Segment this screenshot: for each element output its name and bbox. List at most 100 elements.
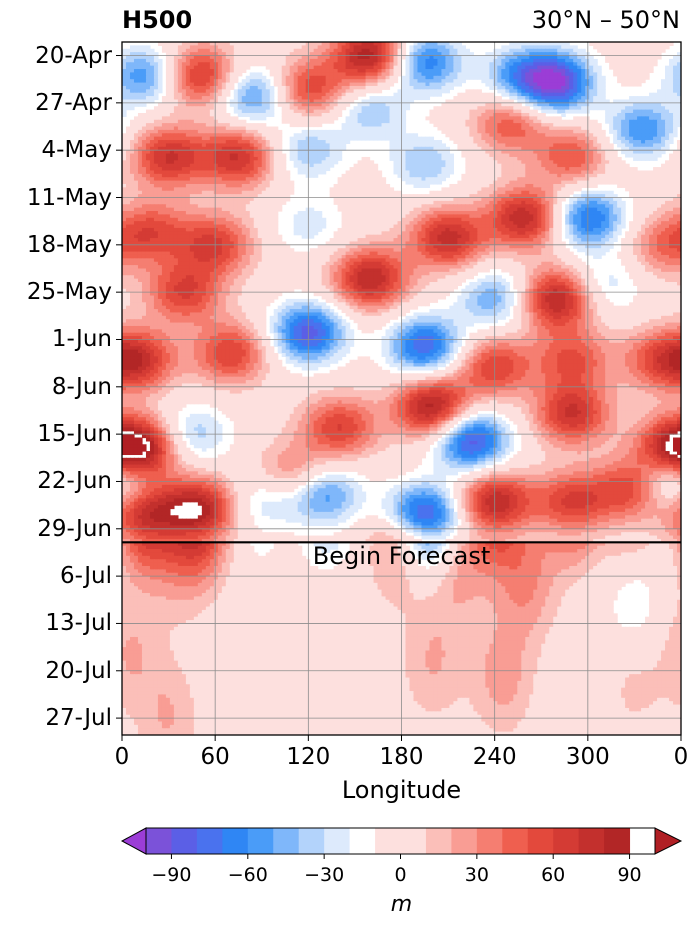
field-cell: [593, 45, 598, 49]
field-cell: [449, 86, 454, 90]
field-cell: [222, 76, 227, 80]
field-cell: [429, 143, 434, 147]
field-cell: [645, 76, 650, 80]
field-cell: [569, 143, 574, 147]
field-cell: [621, 150, 626, 154]
field-cell: [633, 143, 638, 147]
field-cell: [453, 76, 458, 80]
field-cell: [429, 76, 434, 80]
field-cell: [481, 143, 486, 147]
field-cell: [457, 76, 462, 80]
field-cell: [605, 59, 610, 63]
field-cell: [501, 143, 506, 147]
field-cell: [441, 89, 446, 93]
field-cell: [130, 76, 135, 80]
field-cell: [374, 137, 379, 141]
field-cell: [529, 76, 534, 80]
field-cell: [174, 76, 179, 80]
field-cell: [637, 76, 642, 80]
field-cell: [318, 123, 323, 127]
field-cell: [613, 72, 618, 76]
field-cell: [202, 143, 207, 147]
field-cell: [637, 143, 642, 147]
field-cell: [657, 154, 662, 158]
field-cell: [122, 76, 127, 80]
field-cell: [517, 76, 522, 80]
field-cell: [326, 143, 331, 147]
field-cell: [242, 69, 247, 73]
field-cell: [382, 137, 387, 141]
field-cell: [505, 76, 510, 80]
field-cell: [529, 143, 534, 147]
field-cell: [609, 143, 614, 147]
field-cell: [294, 123, 299, 127]
field-cell: [425, 143, 430, 147]
field-cell: [250, 116, 255, 120]
field-cell: [621, 83, 626, 87]
field-cell: [561, 143, 566, 147]
field-cell: [501, 76, 506, 80]
field-cell: [302, 143, 307, 147]
field-cell: [573, 110, 578, 114]
field-cell: [413, 96, 418, 100]
field-cell: [246, 76, 251, 80]
field-cell: [489, 143, 494, 147]
field-cell: [146, 76, 151, 80]
field-cell: [246, 113, 251, 117]
field-cell: [394, 79, 399, 83]
field-cell: [242, 143, 247, 147]
field-cell: [270, 143, 275, 147]
field-cell: [290, 123, 295, 127]
field-cell: [545, 110, 550, 114]
field-cell: [529, 103, 534, 107]
field-cell: [505, 143, 510, 147]
field-cell: [581, 76, 586, 80]
field-cell: [549, 143, 554, 147]
field-cell: [142, 76, 147, 80]
field-cell: [557, 110, 562, 114]
field-cell: [382, 76, 387, 80]
field-cell: [589, 143, 594, 147]
field-cell: [334, 76, 339, 80]
field-cell: [461, 76, 466, 80]
field-cell: [370, 76, 375, 80]
field-cell: [665, 45, 670, 49]
field-cell: [421, 76, 426, 80]
field-cell: [322, 76, 327, 80]
field-cell: [318, 76, 323, 80]
field-cell: [629, 83, 634, 87]
field-cell: [553, 143, 558, 147]
field-cell: [258, 116, 263, 120]
field-cell: [641, 76, 646, 80]
field-cell: [330, 76, 335, 80]
field-cell: [370, 137, 375, 141]
field-cell: [509, 143, 514, 147]
field-cell: [330, 164, 335, 168]
field-cell: [537, 106, 542, 110]
field-cell: [182, 76, 187, 80]
field-cell: [673, 133, 678, 137]
field-cell: [222, 143, 227, 147]
field-cell: [278, 103, 283, 107]
field-cell: [290, 143, 295, 147]
field-cell: [334, 116, 339, 120]
field-cell: [342, 76, 347, 80]
field-cell: [409, 143, 414, 147]
field-cell: [617, 143, 622, 147]
field-cell: [577, 110, 582, 114]
field-cell: [641, 157, 646, 161]
field-cell: [342, 143, 347, 147]
field-cell: [421, 143, 426, 147]
field-cell: [665, 76, 670, 80]
field-cell: [625, 154, 630, 158]
field-cell: [661, 49, 666, 53]
field-cell: [469, 143, 474, 147]
field-cell: [617, 76, 622, 80]
field-cell: [326, 167, 331, 171]
field-cell: [302, 170, 307, 174]
field-cell: [226, 93, 231, 97]
field-cell: [497, 89, 502, 93]
field-cell: [469, 76, 474, 80]
field-cell: [441, 177, 446, 181]
field-cell: [242, 113, 247, 117]
